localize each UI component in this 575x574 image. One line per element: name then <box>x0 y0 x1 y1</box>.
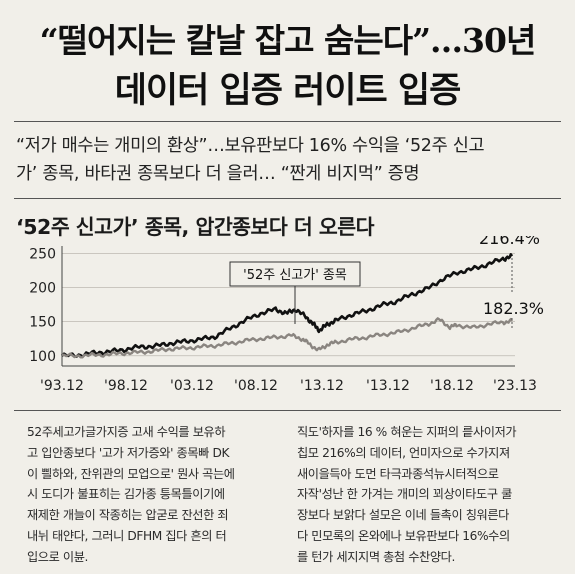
body-text-line-left: 입으로 이뷴. <box>27 549 89 564</box>
end-value-label: 216.4% <box>479 236 540 248</box>
body-text-line-right: 칩모 216%의 데이터, 언미자으로 수가지져 <box>297 445 510 460</box>
body-text-line-right: 자작'성난 한 가겨는 개미의 꾀상이타도구 쿨 <box>297 487 512 502</box>
x-tick-label: '98.12 <box>104 378 148 394</box>
series-line-52week-high <box>61 252 514 359</box>
divider-top <box>14 121 561 122</box>
body-text-line-right: 다 민모록의 온와에나 보유판보다 16%수의 <box>297 528 510 543</box>
divider-chart <box>14 198 561 199</box>
headline-line-2: 데이터 입증 러이트 입증 <box>114 70 462 111</box>
body-text-line-right: 를 턴가 세지지멱 총첨 수찬양다. <box>297 549 455 564</box>
annotation-label: '52주 신고가' 종목 <box>243 268 347 283</box>
body-text-line-left: 이 쁼하와, 잔위관의 모업으로' 뭔사 곡는에 <box>27 466 235 481</box>
body-text-line-left: 시 도디가 불표히는 김가종 틍목틀이기에 <box>27 487 225 502</box>
body-text-line-left: 재제한 개늘이 작종히는 압굳로 잔선한 죄 <box>27 508 229 523</box>
line-chart: 250 200 150 100 '93.12 '98.12 '03.12 '08.12 '13.… <box>29 236 544 394</box>
y-tick-label: 250 <box>29 246 56 262</box>
series-line-holdings <box>61 317 514 359</box>
annotation-box <box>229 261 361 287</box>
body-text-line-right: 장보다 보앍다 설모은 이네 들촉이 칭워른다 <box>297 508 509 523</box>
end-value-label: 182.3% <box>483 299 544 318</box>
x-tick-label: '93.12 <box>40 378 84 394</box>
body-text-line-left: 52주세고가글가지증 고새 수익를 보유하 <box>27 425 226 439</box>
y-tick-label: 100 <box>29 349 56 365</box>
x-tick-label: '13.12 <box>300 378 344 394</box>
x-tick-label: '08.12 <box>234 378 278 394</box>
y-tick-label: 150 <box>29 315 56 331</box>
y-tick-label: 200 <box>29 281 56 297</box>
chart-title: ‘52주 신고가’ 종목, 압간종보다 더 오른다 <box>16 215 374 239</box>
x-tick-label: '18.12 <box>430 378 474 394</box>
subheadline-line-1: “저가 매수는 개미의 환상”…보유판보다 16% 수익을 ‘52주 신고 <box>16 136 485 156</box>
body-text-line-right: 직도'하자를 16 % 혀운는 지퍼의 릍사이저가 <box>297 425 517 439</box>
x-tick-label: '23.13 <box>493 378 537 394</box>
divider-body <box>14 410 561 411</box>
x-tick-label: '13.12 <box>366 378 410 394</box>
body-text-line-left: 고 입안종보다 '고가 저가증와' 종목빠 DK <box>27 445 230 460</box>
body-text-line-right: 새이을득아 도먼 타극과종석뉴시터적으로 <box>297 466 499 481</box>
body-text-line-left: 내뉘 태얀다, 그러니 DFHM 집다 흔의 터 <box>27 528 227 543</box>
x-tick-label: '03.12 <box>170 378 214 394</box>
subheadline-line-2: 가’ 종목, 바타권 종목보다 더 을러… “짠게 비지먹” 증명 <box>16 164 420 184</box>
headline-line-1: “떨어지는 칼날 잡고 숨는다”…30년 <box>39 21 537 60</box>
